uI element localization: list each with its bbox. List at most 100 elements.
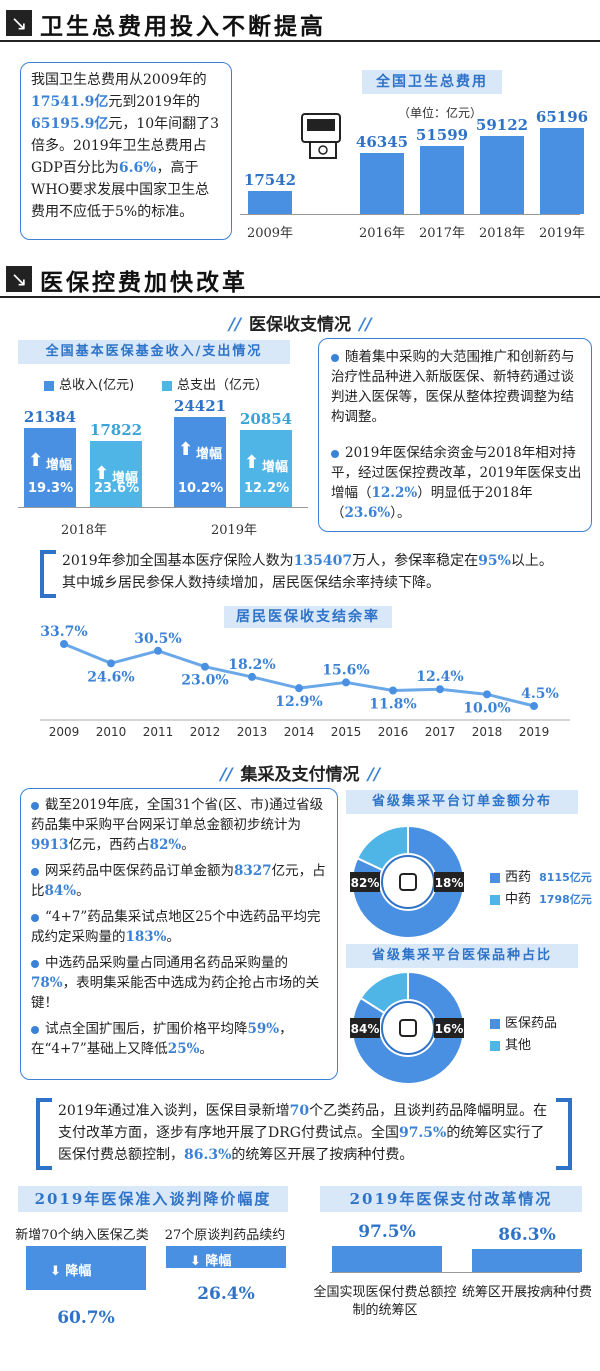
procurement-bullet: 中选药品采购量占同通用名药品采购量的78%，表明集采能否中选成为药企抢占市场的关…: [31, 955, 320, 1011]
line-point: [60, 640, 68, 648]
section1-title: 卫生总费用投入不断提高: [40, 13, 326, 40]
section1-text: 我国卫生总费用从2009年的17541.9亿元到2019年的65195.9亿元，…: [31, 72, 220, 220]
pay-cat-1: 统筹区开展按病种付费: [462, 1285, 593, 1300]
line-point-label: 24.6%: [87, 669, 134, 685]
bracket2-left: [36, 1098, 52, 1170]
line-x-tick: 2018: [472, 725, 503, 739]
health-chart: 17542 2009年 46345 2016年 51599 2017年 59122 2018年…: [240, 108, 588, 241]
pie-label-major: 82%: [351, 876, 380, 890]
pie2-chart: 84% 16%: [350, 970, 465, 1085]
bracket-left: [40, 550, 56, 598]
line-point: [154, 646, 162, 655]
health-bar: [540, 127, 584, 214]
health-bar-category: 2018年: [478, 226, 526, 241]
procurement-bullet: 网采药品中医保药品订单金额为8327亿元，占比84%。: [31, 863, 326, 899]
neg-chart: ⬇ 降幅 60.7% ⬇ 降幅 26.4%: [18, 1246, 298, 1371]
arrow-up-icon: ⬆: [244, 452, 260, 474]
fund-chart-baseline: [18, 507, 308, 508]
fund-bar-value: 17822: [89, 421, 143, 440]
pie-center-icon: [381, 855, 435, 909]
line-x-tick: 2017: [425, 725, 456, 739]
pie-label-box: [434, 1018, 464, 1038]
pie-slice: [359, 970, 409, 1015]
bullet-dot: [31, 959, 39, 968]
growth-value: 23.6%: [94, 481, 140, 496]
fund-legend-income: 总收入(亿元): [44, 374, 134, 393]
neg-cat-1: 27个原谈判药品续约: [164, 1228, 286, 1243]
pie-label-box: [434, 872, 464, 892]
line-point: [436, 685, 444, 694]
line-point-label: 15.6%: [322, 662, 369, 678]
bullet-dot: [31, 1025, 39, 1034]
line-point-label: 4.5%: [521, 686, 559, 702]
pie-label-minor: 16%: [435, 1022, 464, 1036]
pie1-title: 省级集采平台订单金额分布: [346, 790, 578, 814]
fund-bar-value: 21384: [23, 408, 77, 427]
pie1-legend-1: 中药 1798亿元: [490, 888, 592, 907]
neg-bar-label: ⬇ 降幅: [190, 1254, 232, 1269]
health-bar-value: 46345: [355, 132, 409, 151]
fund-chart-title: 全国基本医保基金收入/支出情况: [18, 340, 290, 364]
health-bar: [360, 152, 404, 214]
line-x-tick: 2016: [378, 725, 409, 739]
fund-legend-expense: 总支出（亿元）: [162, 374, 268, 393]
line-point: [248, 672, 256, 681]
arrow-down-right-icon: ↘: [6, 10, 32, 36]
line-x-tick: 2014: [284, 725, 315, 739]
health-bar-category: 2017年: [418, 226, 466, 241]
line-point: [483, 690, 491, 699]
pie-label-major: 84%: [351, 1022, 380, 1036]
arrow-down-right-icon: ↘: [6, 266, 32, 292]
pay-cat-0: 全国实现医保付费总额控制的统筹区: [313, 1285, 457, 1318]
health-bar-value: 17542: [243, 170, 297, 189]
income-bar: [174, 417, 226, 507]
growth-label: 增幅: [46, 458, 73, 474]
pie-label-box: [350, 1018, 380, 1038]
health-bar-category: 2009年: [246, 226, 294, 241]
procurement-textbox: 截至2019年底，全国31个省(区、市)通过省级药品集中采购平台网采订单总金额初…: [20, 788, 338, 1080]
bullet-dot: [31, 913, 39, 922]
line-point-label: 12.4%: [416, 669, 463, 685]
line-chart-title: 居民医保收支结余率: [224, 606, 392, 628]
pay-chart-title: 2019年医保支付改革情况: [320, 1186, 582, 1212]
line-chart: 33.7% 2009 24.6% 2010 30.5% 2011 23.0% 2012 18.2…: [40, 624, 570, 739]
bracket1-text: 2019年参加全国基本医疗保险人数为135407万人，参保率稳定在95%以上。其…: [62, 553, 553, 591]
income-bar: [24, 428, 76, 507]
arrow-up-icon: ⬆: [28, 450, 44, 472]
health-bar-category: 2016年: [358, 226, 406, 241]
line-x-tick: 2010: [96, 725, 127, 739]
section2-title: 医保控费加快改革: [40, 269, 248, 296]
pie-label-box: [350, 872, 380, 892]
line-point-label: 11.8%: [369, 697, 416, 713]
line-x-tick: 2009: [49, 725, 80, 739]
growth-label: 增幅: [112, 471, 139, 487]
health-bar: [248, 190, 292, 214]
line-point: [389, 686, 397, 695]
fund-textbox: 随着集中采购的大范围推广和创新药与治疗性品种进入新版医保、新特药通过谈判进入医保…: [318, 338, 592, 532]
expense-bar: [240, 430, 292, 507]
line-point-label: 30.5%: [134, 631, 181, 647]
medicine-icon: [399, 1019, 417, 1037]
pie2-title: 省级集采平台医保品种占比: [346, 944, 578, 968]
health-bar-value: 51599: [415, 125, 469, 144]
procurement-bullet: “4+7”药品集采试点地区25个中选药品平均完成约定采购量的183%。: [31, 909, 321, 945]
fund-bullet-1: 随着集中采购的大范围推广和创新药与治疗性品种进入新版医保、新特药通过谈判进入医保…: [331, 349, 575, 425]
sub1-title: //医保收支情况//: [228, 315, 372, 335]
pay-bar-value: 86.3%: [498, 1224, 556, 1245]
expense-bar: [90, 441, 142, 507]
growth-label: 增幅: [262, 460, 289, 476]
section1-textbox: 我国卫生总费用从2009年的17541.9亿元到2019年的65195.9亿元，…: [20, 62, 232, 240]
bracket2-right: [556, 1098, 572, 1170]
line-x-tick: 2019: [519, 725, 550, 739]
fund-chart: 21384 ⬆ 增幅 19.3% 17822 ⬆ 增幅 23.6% 2018年 24421 ⬆ 增幅 1…: [18, 395, 308, 545]
line-x-tick: 2011: [143, 725, 174, 739]
bullet-dot: [31, 801, 39, 810]
pie-slice: [355, 824, 409, 872]
pie1-legend-0: 西药 8115亿元: [490, 866, 592, 885]
line-point: [530, 702, 538, 710]
pay-bar-value: 97.5%: [358, 1222, 416, 1242]
fund-bar-value: 20854: [239, 410, 293, 429]
neg-bar-value: 26.4%: [197, 1284, 255, 1304]
neg-bar: [26, 1246, 146, 1290]
health-bar-category: 2019年: [538, 226, 586, 241]
